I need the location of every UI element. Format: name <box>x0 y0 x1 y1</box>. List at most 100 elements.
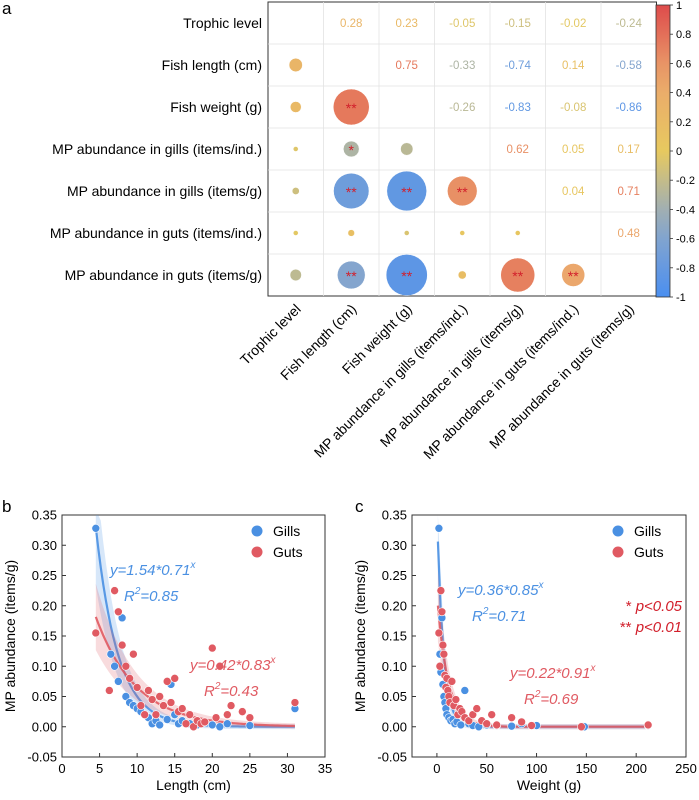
y-tick-label: 0.05 <box>32 689 57 704</box>
significance-mark: ** <box>401 268 412 284</box>
correlation-value: -0.02 <box>560 18 586 30</box>
y-tick-label: 0.15 <box>382 629 407 644</box>
r-squared-label: R <box>124 588 135 605</box>
correlation-circle <box>289 268 302 282</box>
correlation-value: -0.05 <box>449 18 475 30</box>
x-tick-label: 100 <box>526 761 548 776</box>
data-point-guts <box>434 628 444 638</box>
data-point-gills <box>155 720 164 730</box>
row-label: MP abundance in gills (items/g) <box>67 183 262 199</box>
correlation-circle <box>333 88 370 126</box>
y-tick-label: 0.25 <box>32 568 57 583</box>
data-point-guts <box>436 586 446 595</box>
data-point-guts <box>200 717 210 727</box>
data-point-gills <box>456 720 466 730</box>
significance-legend-mark: ** <box>620 619 632 636</box>
correlation-circle <box>343 140 360 158</box>
data-point-gills <box>91 524 101 533</box>
correlation-value: -0.26 <box>449 102 475 114</box>
r-squared-value: =0.85 <box>140 588 179 605</box>
x-axis-label: Weight (g) <box>517 777 581 793</box>
data-point-guts <box>144 686 153 695</box>
correlation-value: -0.74 <box>505 60 532 72</box>
correlation-circle <box>447 175 478 207</box>
y-tick-label: 0.30 <box>32 538 57 553</box>
data-point-gills <box>507 721 516 731</box>
significance-mark: ** <box>457 184 468 200</box>
y-tick-label: 0.35 <box>32 508 57 523</box>
fit-equation-exponent: x <box>590 663 597 674</box>
x-tick-label: 35 <box>318 761 332 776</box>
fit-equation-body: y=1.54*0.71 <box>109 562 191 579</box>
data-point-guts <box>223 710 232 719</box>
significance-mark: ** <box>346 184 357 200</box>
data-point-guts <box>487 710 497 719</box>
y-tick-label: 0.00 <box>382 719 407 734</box>
data-point-gills <box>162 715 172 724</box>
correlation-circle <box>337 260 366 290</box>
significance-mark: ** <box>568 268 579 284</box>
data-point-guts <box>517 717 526 727</box>
data-point-guts <box>166 698 176 707</box>
correlation-circle <box>347 229 355 237</box>
y-tick-label: 0.00 <box>32 719 57 734</box>
x-tick-label: 10 <box>130 761 144 776</box>
r-squared-label: R <box>472 608 483 625</box>
data-point-guts <box>451 695 461 704</box>
data-point-guts <box>438 640 448 650</box>
colorbar-tick-label: 0.8 <box>676 29 691 41</box>
legend-label-guts: Guts <box>273 544 303 560</box>
y-tick-label: 0.15 <box>32 629 57 644</box>
r-squared-value: =0.69 <box>540 691 579 708</box>
row-label: MP abundance in guts (items/g) <box>65 267 262 283</box>
correlation-circle <box>293 230 299 236</box>
correlation-value: 0.14 <box>562 60 585 72</box>
data-point-guts <box>643 720 653 730</box>
data-point-guts <box>105 686 114 695</box>
significance-legend-text: p<0.05 <box>635 598 683 615</box>
data-point-guts <box>290 698 300 707</box>
fit-equation-guts: y=0.42*0.83x <box>189 655 277 674</box>
correlation-value: 0.05 <box>562 144 584 156</box>
data-point-gills <box>460 686 470 695</box>
correlation-circle <box>404 230 410 236</box>
data-point-guts <box>151 710 161 719</box>
data-point-guts <box>215 661 225 671</box>
correlation-value: 0.17 <box>618 144 640 156</box>
data-point-gills <box>114 677 123 686</box>
colorbar-tick-label: -0.8 <box>676 263 695 275</box>
row-label: MP abundance in guts (items/ind.) <box>50 225 262 241</box>
colorbar-tick-label: -0.6 <box>676 234 695 246</box>
data-point-gills <box>207 720 217 730</box>
correlation-value: 0.23 <box>396 18 418 30</box>
data-point-guts <box>155 692 164 701</box>
r-squared-label: R <box>524 691 535 708</box>
data-point-guts <box>170 674 180 683</box>
correlation-value: 0.28 <box>340 18 362 30</box>
data-point-gills <box>223 719 232 729</box>
significance-mark: * <box>349 142 355 158</box>
fit-equation-body: y=0.42*0.83 <box>189 657 271 674</box>
x-tick-label: 150 <box>576 761 598 776</box>
correlation-value: -0.83 <box>505 102 531 114</box>
legend-marker-guts <box>612 546 624 558</box>
legend-label-gills: Gills <box>273 523 300 539</box>
significance-mark: ** <box>346 268 357 284</box>
correlation-value: 0.71 <box>618 186 640 198</box>
data-point-guts <box>238 707 247 716</box>
x-axis-label: Length (cm) <box>156 777 231 793</box>
data-point-guts <box>468 710 478 719</box>
fit-r-squared-gills: R2=0.71 <box>472 606 526 625</box>
correlation-circle <box>291 187 300 195</box>
correlation-circle <box>293 146 299 152</box>
data-point-guts <box>110 586 119 595</box>
data-point-guts <box>435 661 445 671</box>
data-point-guts <box>439 649 449 659</box>
x-tick-label: 0 <box>433 761 440 776</box>
significance-legend-text: p<0.01 <box>635 619 682 636</box>
colorbar-tick-label: -0.2 <box>676 175 695 187</box>
data-point-guts <box>527 721 536 730</box>
row-label: Fish weight (g) <box>170 99 262 115</box>
length-scatter-plot: 0 5 10 15 20 25 30 35 -0.05 0.00 0.05 0.10 0.15 0.20 0… <box>2 508 332 794</box>
